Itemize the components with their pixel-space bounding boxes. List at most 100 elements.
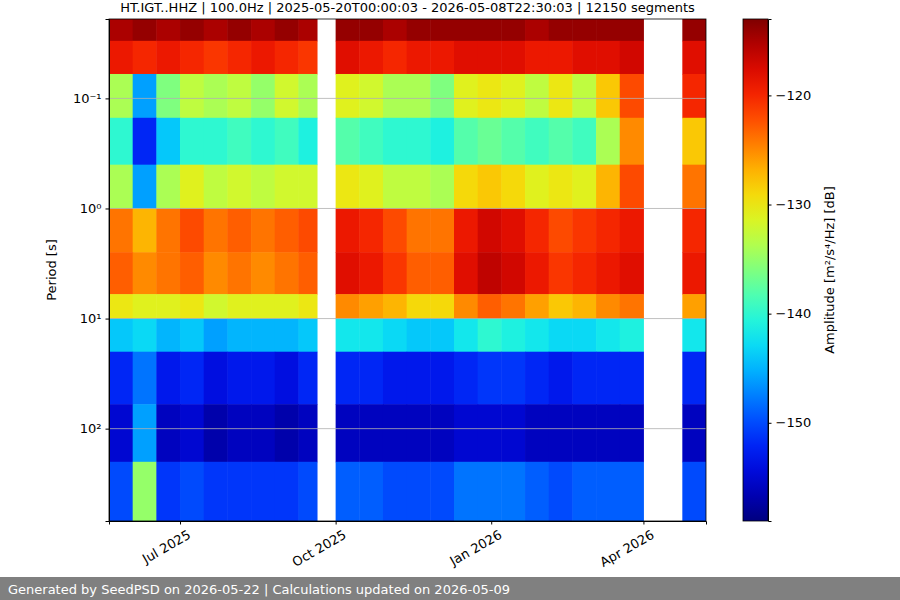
cell [549,74,573,118]
cell [359,19,383,41]
cell [133,118,157,165]
cell [383,41,407,75]
cell [180,208,204,252]
cell [336,208,360,252]
cell [454,462,478,521]
cell [596,74,620,118]
cell [501,208,525,252]
cell [430,19,454,41]
cell [180,462,204,521]
cell [336,19,360,41]
cell [478,165,502,209]
colorbar-title: Amplitude [m²/s⁴/Hz] [dB] [822,186,837,354]
cell [620,352,644,405]
cell [407,352,431,405]
cell [156,74,180,118]
cell [251,404,275,462]
cell [501,19,525,41]
cell [275,252,299,294]
cell [180,294,204,319]
colorbar-axis: −120−130−140−150 [768,20,811,522]
cell [620,252,644,294]
cell [407,118,431,165]
cell [251,319,275,353]
cell [275,165,299,209]
cell [298,352,317,405]
cell [478,208,502,252]
cell [336,74,360,118]
cell [180,74,204,118]
cell [525,319,549,353]
cell [478,19,502,41]
colorbar-tick: −130 [768,197,811,212]
cell [336,294,360,319]
cell [156,252,180,294]
cell [109,41,133,75]
cell [275,118,299,165]
cell [549,118,573,165]
cell [572,352,596,405]
x-tick-mark [643,521,644,525]
cell [572,74,596,118]
cell [227,208,251,252]
cell [501,404,525,462]
cell [180,352,204,405]
cell [549,352,573,405]
cell [156,165,180,209]
title: HT.IGT..HHZ | 100.0Hz | 2025-05-20T00:00… [120,0,695,15]
cell [407,165,431,209]
cell [133,462,157,521]
x-tick-mark [180,521,181,525]
colorbar-tick-label: −130 [776,197,812,212]
colorbar-tick: −120 [768,88,811,103]
cell [596,41,620,75]
colorbar-axis-line [769,20,772,522]
cell [549,319,573,353]
cell [454,208,478,252]
cell [156,352,180,405]
cell [549,165,573,209]
cell [275,41,299,75]
cell [251,41,275,75]
cell [525,294,549,319]
cell [620,19,644,41]
cell [430,208,454,252]
cell [682,208,706,252]
cell [525,352,549,405]
cell [525,208,549,252]
cell [109,294,133,319]
cell [430,294,454,319]
y-tick-mark [106,98,110,99]
cell [251,118,275,165]
cell [407,19,431,41]
cell [275,208,299,252]
cell [572,19,596,41]
cell [383,404,407,462]
cell [298,294,317,319]
cell [156,118,180,165]
y-tick-label: 10⁰ [80,201,102,216]
colorbar-tick-mark [768,423,772,424]
cell [478,41,502,75]
cell [549,252,573,294]
cell [251,19,275,41]
cell [407,319,431,353]
cell [298,404,317,462]
cell [109,352,133,405]
cell [383,19,407,41]
cell [620,41,644,75]
cell [298,41,317,75]
cell [133,319,157,353]
cell [454,352,478,405]
y-tick-label: 10¹ [80,311,102,326]
cell [227,74,251,118]
cell [407,208,431,252]
cell [596,462,620,521]
cell [478,404,502,462]
cell [227,41,251,75]
cell [549,294,573,319]
x-tick-mark [491,521,492,525]
cell [596,404,620,462]
cell [227,118,251,165]
cell [478,252,502,294]
